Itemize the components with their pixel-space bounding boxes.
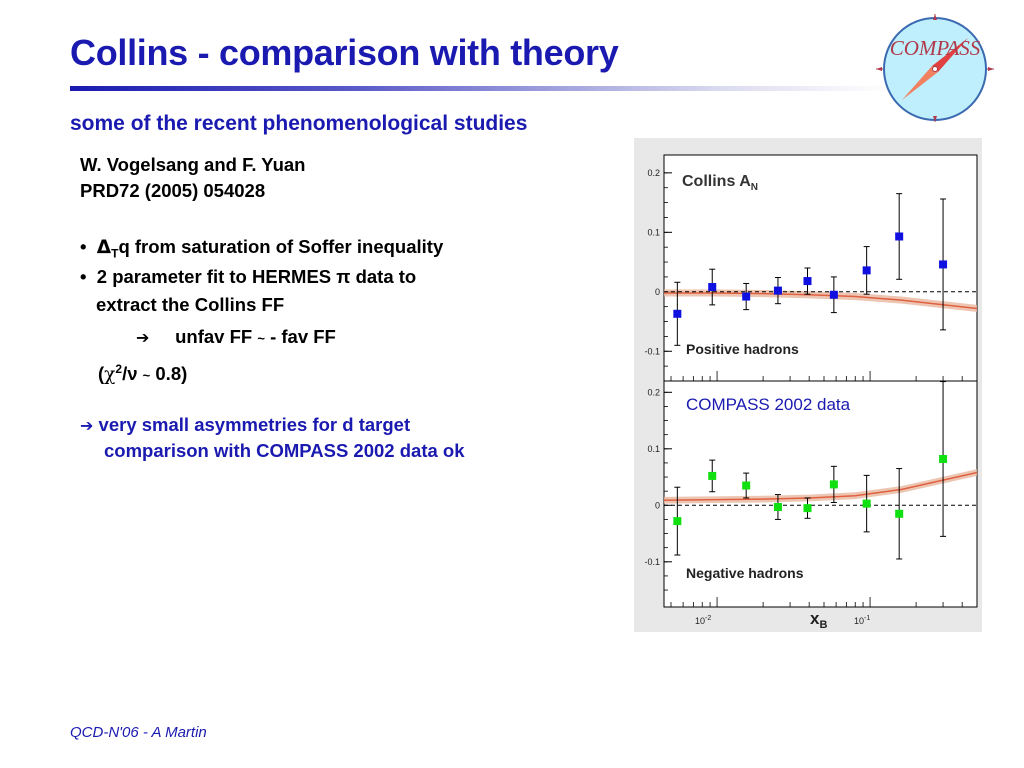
- chi2-open: (: [98, 363, 105, 385]
- positive-theory-curve: [664, 292, 978, 310]
- slide-subtitle: some of the recent phenomenological stud…: [70, 112, 528, 135]
- negative-data-point: [829, 480, 838, 489]
- negative-hadrons-label: Negative hadrons: [686, 565, 804, 581]
- negative-data-point: [895, 509, 904, 518]
- positive-data-point: [742, 292, 751, 301]
- compass-data-annotation: COMPASS 2002 data: [686, 395, 851, 414]
- arrow-icon: ➔: [136, 328, 150, 347]
- chi2-close: 0.8): [150, 363, 188, 385]
- positive-y-tick-label: 0: [655, 287, 660, 297]
- bullet-marker: •: [80, 236, 87, 257]
- compass-logo-text: COMPASS: [889, 36, 981, 60]
- chi2-value: (χ2/ν ~ 0.8): [98, 356, 187, 389]
- top-panel-frame: [663, 154, 978, 382]
- chi2-tilde: ~: [142, 368, 151, 384]
- x-tick-label-1e-2-text: 10: [695, 616, 705, 626]
- conclusion-text-line1: very small asymmetries for d target: [98, 414, 411, 435]
- negative-y-tick-label: 0.1: [647, 444, 660, 454]
- collins-asymmetry-chart: 0.2 0.1 0 -0.1 0.2 0.1 0 -0.1 Collins AN Positi…: [644, 154, 978, 631]
- bullet-1: • ΔTq from saturation of Soffer inequali…: [80, 234, 443, 267]
- compass-logo-graphic: [876, 14, 994, 122]
- conclusion-text-line2: comparison with COMPASS 2002 data ok: [104, 440, 465, 461]
- conclusion-line1: ➔ very small asymmetries for d target: [80, 412, 410, 439]
- bullet-1-text: q from saturation of Soffer inequality: [118, 236, 444, 257]
- ff-relation-text-a: unfav FF: [175, 326, 258, 347]
- bullet-2-text-line1: 2 parameter fit to HERMES π data to: [96, 266, 417, 287]
- chi-symbol: χ: [104, 364, 116, 386]
- x-tick-exponent: -1: [864, 615, 870, 622]
- positive-hadrons-label: Positive hadrons: [686, 341, 799, 357]
- top-panel-title-main: Collins A: [682, 173, 751, 190]
- positive-data-point: [895, 232, 904, 241]
- positive-y-tick-label: 0.2: [647, 168, 660, 178]
- bullet-2: • 2 parameter fit to HERMES π data to: [80, 264, 416, 290]
- negative-data-point: [803, 504, 812, 513]
- x-axis-label-main: x: [810, 609, 820, 628]
- ff-relation: ➔ unfav FF ~ - fav FF: [136, 324, 336, 352]
- bottom-panel-frame: [663, 380, 978, 608]
- reference-authors: W. Vogelsang and F. Yuan: [80, 154, 306, 175]
- ff-relation-text-b: - fav FF: [264, 326, 336, 347]
- positive-data-point: [803, 277, 812, 286]
- ff-tilde: ~: [257, 331, 265, 346]
- slide-footer: QCD-N'06 - A Martin: [70, 724, 207, 741]
- negative-data-point: [773, 502, 782, 511]
- positive-data-point: [773, 286, 782, 295]
- negative-data-point: [742, 481, 751, 490]
- delta-subscript: T: [111, 246, 119, 261]
- delta-symbol: Δ: [96, 237, 112, 258]
- negative-data-point: [708, 471, 717, 480]
- negative-y-tick-label: 0: [655, 500, 660, 510]
- arrow-icon: ➔: [80, 416, 94, 435]
- negative-data-point: [673, 517, 682, 526]
- x-axis-label-sub: B: [819, 619, 827, 631]
- positive-data-point: [708, 283, 717, 292]
- negative-data-point: [939, 454, 948, 463]
- top-panel-title-sub: N: [751, 182, 758, 193]
- bullet-marker: •: [80, 266, 87, 287]
- negative-data-point: [862, 499, 871, 508]
- bullet-2-text-line2: extract the Collins FF: [96, 294, 285, 315]
- x-tick-label-1e-2: 10-2: [695, 615, 711, 626]
- positive-y-tick-label: 0.1: [647, 227, 660, 237]
- negative-y-tick-label: 0.2: [647, 387, 660, 397]
- positive-y-tick-label: -0.1: [644, 346, 660, 356]
- positive-data-point: [939, 260, 948, 269]
- compass-logo: COMPASS: [876, 14, 994, 122]
- x-tick-label-1e-1-text: 10: [854, 616, 864, 626]
- x-tick-label-1e-1: 10-1: [854, 615, 870, 626]
- top-panel-title: Collins AN: [682, 173, 758, 193]
- chi2-slash-nu: /ν: [122, 363, 143, 385]
- chi2-superscript: 2: [115, 362, 123, 376]
- positive-data-point: [673, 309, 682, 318]
- collins-asymmetry-figure: 0.2 0.1 0 -0.1 0.2 0.1 0 -0.1 Collins AN Positi…: [634, 138, 982, 632]
- x-axis-label: xB: [810, 609, 827, 631]
- slide-title: Collins - comparison with theory: [70, 32, 619, 73]
- positive-data-point: [829, 290, 838, 299]
- x-tick-exponent: -2: [705, 615, 711, 622]
- negative-y-tick-label: -0.1: [644, 557, 660, 567]
- positive-data-point: [862, 266, 871, 275]
- reference-journal: PRD72 (2005) 054028: [80, 180, 266, 201]
- title-underline: [70, 86, 890, 91]
